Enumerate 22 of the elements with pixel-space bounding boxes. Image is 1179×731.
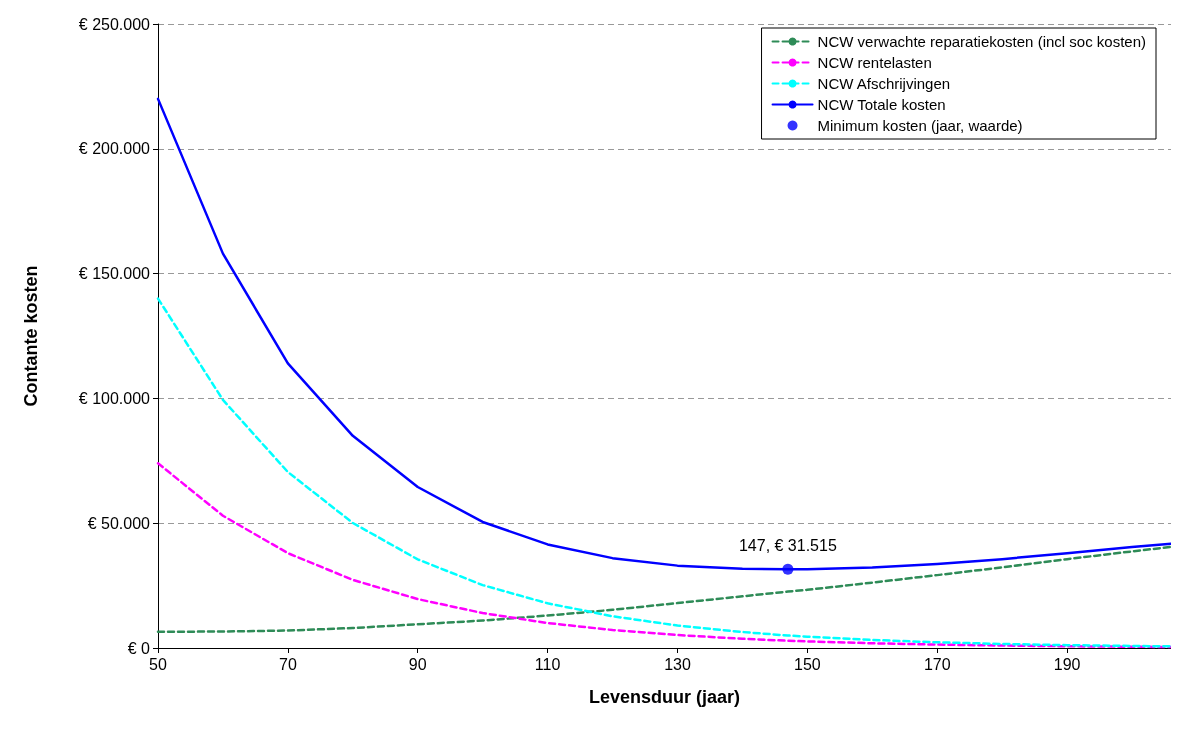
y-tick-label: € 200.000 [78, 140, 151, 158]
x-axis-title: Levensduur (jaar) [588, 687, 741, 707]
annotation: 147, € 31.515 [738, 536, 837, 554]
y-tick-label: € 50.000 [87, 514, 151, 532]
y-tick-label: € 100.000 [78, 389, 151, 407]
x-tick-label: 130 [664, 655, 691, 673]
y-tick-label: € 150.000 [78, 265, 151, 283]
legend-label: NCW Totale kosten [817, 96, 946, 113]
x-tick-label: 50 [149, 655, 167, 673]
y-axis-title: Contante kosten [21, 265, 41, 407]
x-tick-label: 110 [534, 655, 561, 673]
x-tick-label: 150 [794, 655, 821, 673]
legend-label: Minimum kosten (jaar, waarde) [817, 117, 1023, 134]
legend-label: NCW verwachte reparatiekosten (incl soc kosten) [817, 33, 1147, 50]
x-tick-label: 170 [923, 655, 951, 673]
legend-label: NCW rentelasten [817, 54, 932, 71]
y-tick-label: € 0 [127, 639, 151, 657]
x-tick-label: 190 [1053, 655, 1081, 673]
x-tick-label: 70 [278, 655, 297, 673]
y-tick-label: € 250.000 [78, 15, 151, 33]
x-tick-label: 90 [408, 655, 427, 673]
legend-label: NCW Afschrijvingen [817, 75, 951, 92]
